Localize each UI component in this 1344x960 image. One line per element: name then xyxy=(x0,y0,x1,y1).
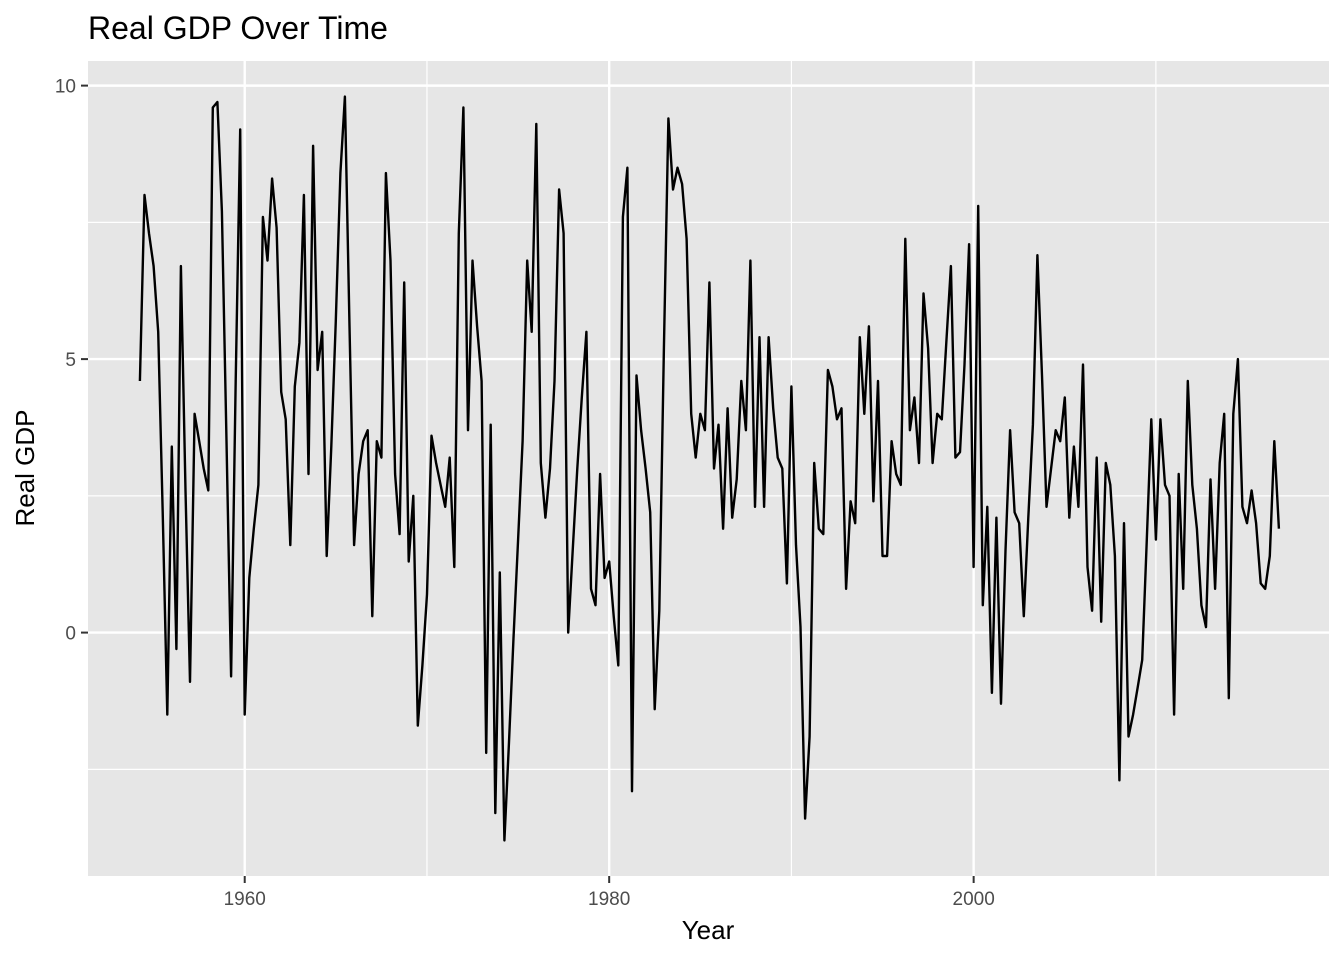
y-tick-label: 10 xyxy=(55,77,76,98)
series-line-real-gdp xyxy=(138,95,1281,842)
plot-panel xyxy=(88,61,1329,876)
x-axis: 1960 1980 2000 xyxy=(224,876,995,910)
y-tick-label: 0 xyxy=(65,624,76,645)
x-tick-label: 1980 xyxy=(588,889,630,910)
y-axis: 0 5 10 xyxy=(55,77,88,645)
chart-title: Real GDP Over Time xyxy=(88,10,388,46)
y-tick-label: 5 xyxy=(65,350,76,371)
x-tick-label: 2000 xyxy=(953,889,995,910)
y-axis-title: Real GDP xyxy=(10,409,40,526)
x-tick-label: 1960 xyxy=(224,889,266,910)
x-axis-title: Year xyxy=(682,915,735,945)
minor-grid xyxy=(88,61,1329,876)
